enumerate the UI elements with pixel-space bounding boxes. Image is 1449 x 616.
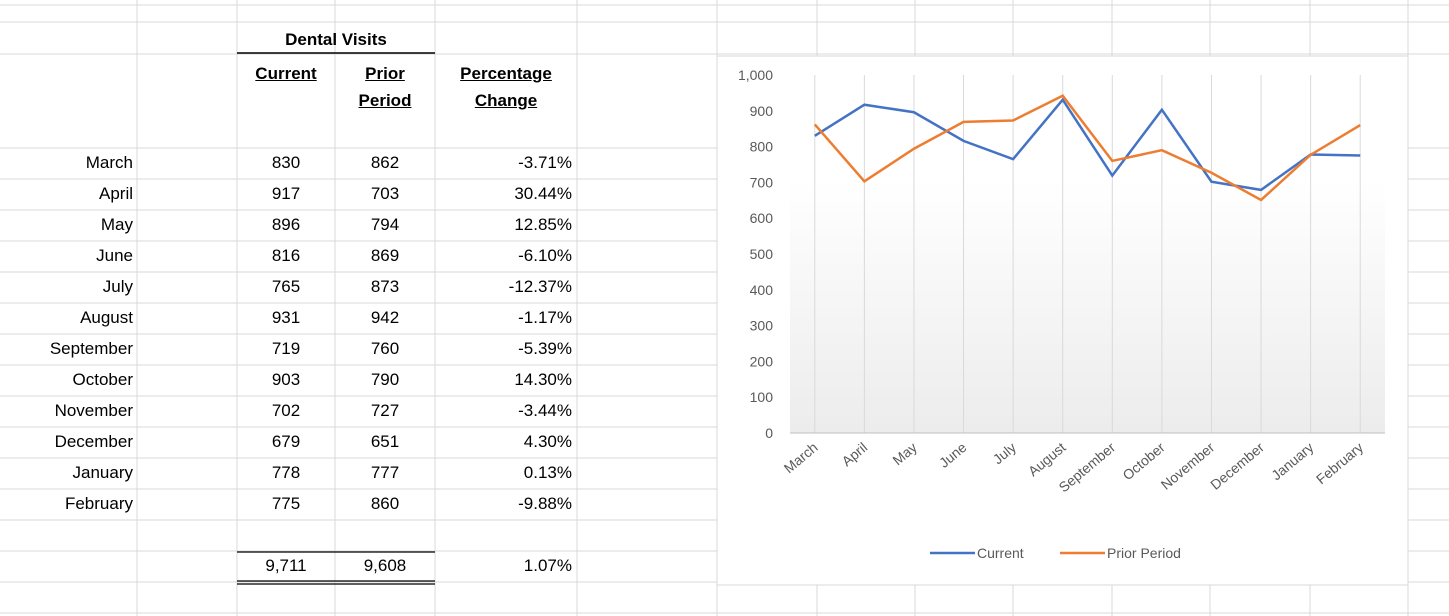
table-title: Dental Visits — [285, 30, 387, 49]
column-header: Prior Period — [358, 64, 412, 110]
percent-change: 4.30% — [523, 432, 572, 451]
current-value: 775 — [271, 494, 301, 513]
percent-change: -5.39% — [518, 339, 572, 358]
percent-change: 0.13% — [523, 463, 572, 482]
current-value: 917 — [271, 184, 301, 203]
prior-value: 869 — [370, 246, 400, 265]
month-label: October — [72, 370, 133, 389]
month-label: June — [96, 246, 133, 265]
prior-value: 873 — [370, 277, 400, 296]
month-label: April — [98, 184, 133, 203]
current-value: 931 — [271, 308, 301, 327]
current-value: 679 — [271, 432, 301, 451]
current-value: 816 — [271, 246, 301, 265]
prior-value: 727 — [370, 401, 400, 420]
y-tick-label: 500 — [750, 246, 774, 262]
current-value: 830 — [271, 153, 301, 172]
y-tick-label: 0 — [765, 425, 773, 441]
prior-value: 703 — [370, 184, 400, 203]
month-label: May — [100, 215, 133, 234]
month-label: January — [72, 463, 133, 482]
percent-change: -3.71% — [518, 153, 572, 172]
y-tick-label: 700 — [750, 174, 774, 190]
total-prior: 9,608 — [363, 556, 407, 575]
legend-label: Current — [977, 545, 1024, 561]
current-value: 896 — [271, 215, 301, 234]
current-value: 702 — [271, 401, 301, 420]
percent-change: -6.10% — [518, 246, 572, 265]
y-tick-label: 1,000 — [738, 67, 773, 83]
month-label: February — [64, 494, 133, 513]
current-value: 903 — [271, 370, 301, 389]
percent-change: 12.85% — [514, 215, 572, 234]
current-value: 719 — [271, 339, 301, 358]
month-label: September — [49, 339, 133, 358]
total-percent: 1.07% — [523, 556, 572, 575]
prior-value: 790 — [370, 370, 400, 389]
prior-value: 942 — [370, 308, 400, 327]
legend-label: Prior Period — [1107, 545, 1181, 561]
percent-change: -3.44% — [518, 401, 572, 420]
current-value: 765 — [271, 277, 301, 296]
total-current: 9,711 — [265, 556, 307, 575]
y-tick-label: 800 — [750, 139, 774, 155]
y-tick-label: 600 — [750, 210, 774, 226]
column-header: Current — [255, 64, 317, 83]
prior-value: 760 — [370, 339, 400, 358]
y-tick-label: 200 — [750, 353, 774, 369]
y-tick-label: 900 — [750, 103, 774, 119]
prior-value: 862 — [370, 153, 400, 172]
prior-value: 794 — [370, 215, 400, 234]
percent-change: -12.37% — [508, 277, 572, 296]
month-label: March — [85, 153, 133, 172]
plot-area — [790, 180, 1385, 433]
month-label: November — [54, 401, 133, 420]
prior-value: 651 — [370, 432, 400, 451]
prior-value: 860 — [370, 494, 400, 513]
month-label: July — [102, 277, 133, 296]
y-tick-label: 100 — [750, 389, 774, 405]
percent-change: 30.44% — [514, 184, 572, 203]
month-label: August — [80, 308, 133, 327]
prior-value: 777 — [370, 463, 400, 482]
column-header: Percentage Change — [460, 64, 552, 110]
y-tick-label: 400 — [750, 282, 774, 298]
percent-change: 14.30% — [514, 370, 572, 389]
current-value: 778 — [271, 463, 301, 482]
percent-change: -9.88% — [518, 494, 572, 513]
percent-change: -1.17% — [518, 308, 572, 327]
data-line — [813, 94, 1361, 202]
y-tick-label: 300 — [750, 318, 774, 334]
data-line — [814, 97, 1361, 192]
month-label: December — [54, 432, 133, 451]
